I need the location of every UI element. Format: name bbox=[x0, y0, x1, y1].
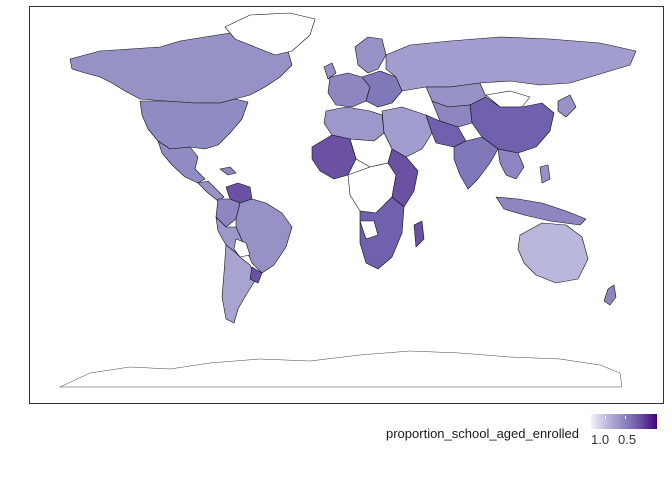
region-usa bbox=[139, 98, 249, 150]
region-australia bbox=[517, 222, 589, 284]
map-panel bbox=[29, 6, 664, 404]
region-new-zealand bbox=[603, 284, 617, 306]
color-legend: proportion_school_aged_enrolled 1.0 0.5 bbox=[386, 412, 666, 452]
legend-tick-label: 0.5 bbox=[618, 432, 637, 447]
region-caribbean bbox=[219, 166, 237, 176]
region-southeast-asia bbox=[497, 148, 525, 180]
legend-title: proportion_school_aged_enrolled bbox=[386, 426, 579, 441]
legend-tick-mark bbox=[605, 416, 606, 419]
region-central-america bbox=[197, 180, 225, 202]
region-russia bbox=[385, 36, 637, 92]
region-scandinavia bbox=[354, 36, 387, 74]
region-uruguay bbox=[249, 266, 263, 284]
legend-tick-label: 1.0 bbox=[591, 432, 610, 447]
region-indonesia bbox=[495, 196, 587, 226]
region-bolivia bbox=[233, 238, 251, 258]
region-india bbox=[453, 136, 499, 190]
legend-tick-mark bbox=[625, 416, 626, 419]
region-southern-africa bbox=[359, 196, 405, 270]
region-madagascar bbox=[413, 220, 425, 248]
region-greenland bbox=[224, 12, 316, 56]
region-mexico bbox=[157, 140, 206, 184]
world-map bbox=[59, 12, 637, 388]
region-west-africa bbox=[311, 134, 357, 180]
region-eastern-europe bbox=[361, 70, 403, 108]
region-argentina-chile bbox=[221, 244, 257, 324]
region-philippines bbox=[539, 164, 551, 184]
legend-colorbar bbox=[591, 414, 657, 429]
region-uk bbox=[323, 62, 337, 80]
region-canada-alaska bbox=[69, 32, 293, 104]
region-japan-korea bbox=[557, 94, 577, 118]
region-angola-missing bbox=[359, 220, 379, 240]
region-antarctica bbox=[59, 350, 623, 388]
